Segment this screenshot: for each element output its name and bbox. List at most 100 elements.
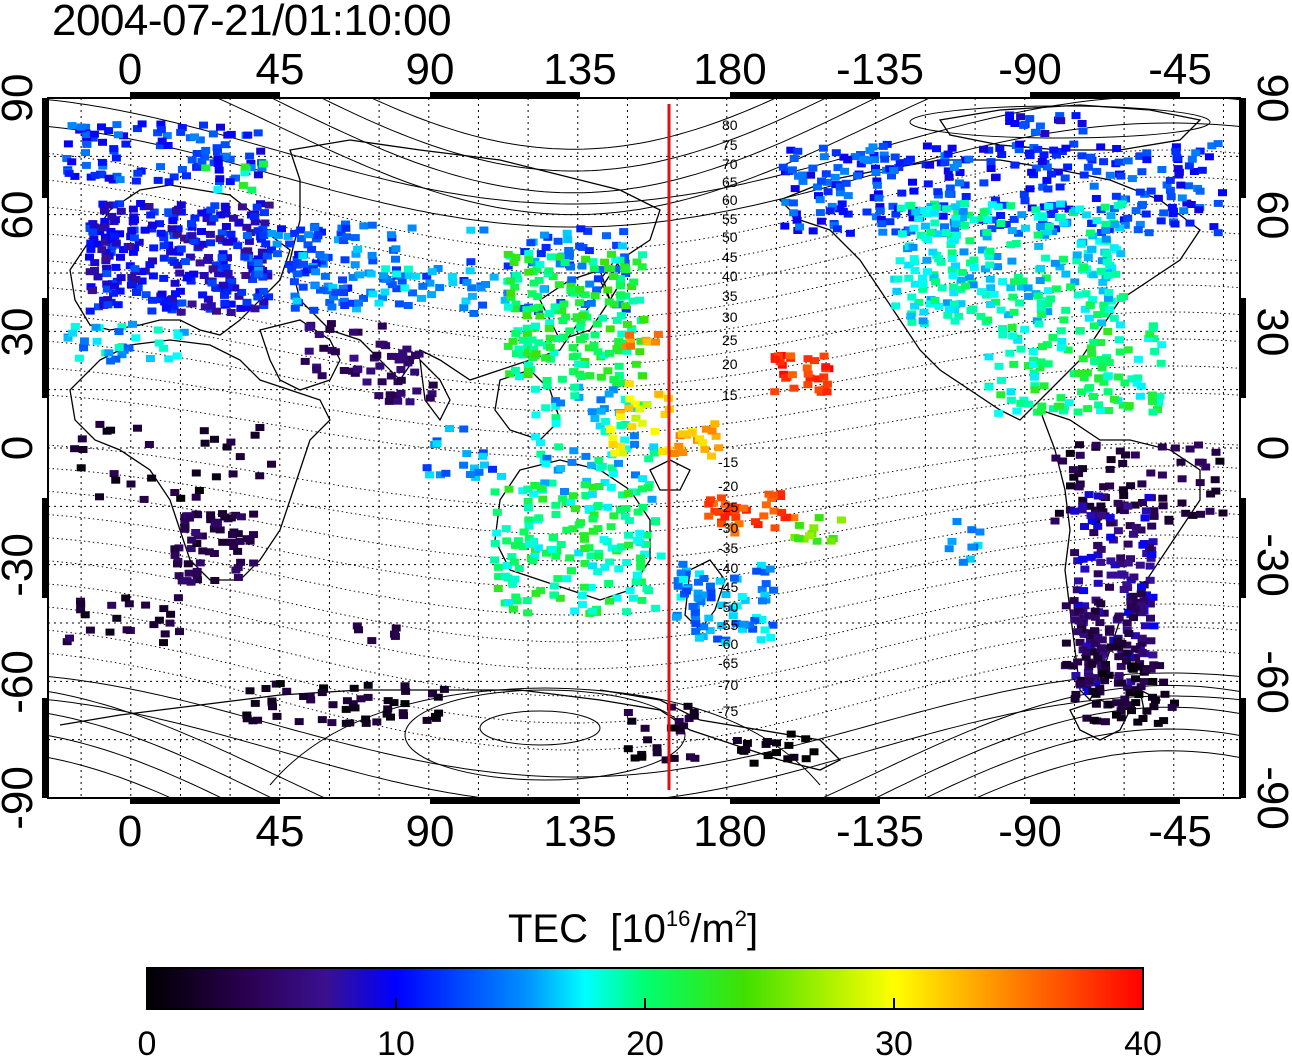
tec-cell [1184,182,1193,190]
tec-cell [656,552,666,560]
tec-cell [319,344,329,352]
tec-cell [206,206,216,214]
tec-cell [892,287,902,295]
tec-cell [620,436,630,444]
tec-cell [447,272,457,280]
tec-cell [529,490,539,498]
tec-cell [1083,163,1093,171]
tec-cell [705,582,715,590]
tec-cell [1090,674,1100,682]
tec-cell [462,278,472,286]
tec-cell [1213,140,1223,148]
tec-cell [1116,662,1126,670]
tec-cell [643,338,653,346]
tec-cell [814,192,823,200]
tec-cell [466,226,476,234]
tec-cell [1120,379,1130,387]
tec-cell [235,537,245,545]
tec-cell [976,312,986,320]
tec-cell [788,199,798,207]
tec-cell [1056,394,1066,402]
tec-cell [218,258,228,265]
tec-cell [195,259,205,267]
tec-cell [351,250,361,258]
tec-cell [992,253,1002,260]
tec-cell [1197,166,1207,174]
tec-cell [977,246,987,254]
tec-cell [944,190,954,198]
tec-cell [928,248,938,256]
tec-cell [1148,325,1158,332]
tec-cell [1142,156,1152,164]
tec-cell [1101,666,1111,674]
tec-cell [720,501,730,509]
tec-cell [102,280,112,288]
tec-cell [794,521,804,529]
tec-cell [329,293,339,301]
tec-cell [204,548,214,556]
contour-label: 35 [722,288,738,304]
tec-cell [1126,597,1136,605]
tec-cell [633,536,643,544]
tec-cell [164,178,174,186]
tec-cell [595,422,605,430]
tec-cell [843,210,853,218]
tec-cell [253,293,263,301]
tec-cell [549,349,559,357]
tec-cell [547,545,557,553]
tec-cell [1205,507,1215,515]
tec-cell [952,231,961,239]
tec-cell [1131,686,1141,694]
tec-cell [312,366,322,374]
tec-cell [1137,609,1147,617]
tec-cell [492,508,502,516]
tec-cell [1125,522,1135,530]
tec-cell [104,174,114,182]
tec-cell [622,608,632,616]
tec-cell [1023,284,1033,292]
tec-cell [600,417,610,425]
contour-line [48,684,1240,798]
tec-cell [624,541,634,549]
tec-cell [513,275,523,283]
tec-cell [474,468,484,476]
top-lon-tick: -135 [836,45,924,94]
tec-cell [1005,349,1015,357]
tec-cell [1097,364,1107,372]
tec-cell [984,383,994,391]
bottom-lon-tick: -90 [998,807,1062,856]
tec-cell [968,281,978,289]
tec-cell [620,259,630,267]
tec-cell [949,300,959,308]
tec-cell [176,494,186,502]
tec-cell [1089,322,1099,330]
tec-cell [1121,451,1130,459]
tec-cell [768,621,778,629]
tec-cell [910,258,920,266]
tec-cell [290,304,300,312]
tec-cell [210,202,220,210]
tec-cell [1019,121,1029,129]
tec-cell [197,228,206,235]
tec-cell [570,607,580,615]
tec-cell [249,559,259,567]
tec-cell [1093,579,1103,587]
tec-cell [1194,441,1203,449]
tec-cell [400,700,410,708]
tec-cell [1087,660,1097,668]
tec-cell [757,616,767,623]
tec-cell [106,426,116,434]
tec-cell [98,200,108,208]
tec-cell [967,526,977,534]
tec-cell [1145,562,1155,570]
tec-cell [916,231,926,239]
colorbar-tick-label: 0 [138,1025,157,1057]
tec-cell [786,730,796,738]
tec-cell [714,508,724,516]
tec-cell [590,292,600,300]
tec-cell [187,536,197,544]
tec-cell [327,719,337,727]
tec-cell [425,394,435,402]
left-lat-tick: 60 [0,191,42,240]
